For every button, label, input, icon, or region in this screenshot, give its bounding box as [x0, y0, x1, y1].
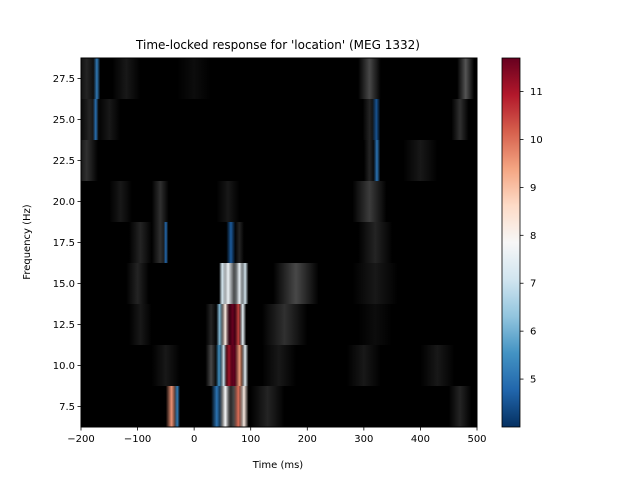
y-tick-label: 25.0	[53, 115, 75, 126]
x-tick-label: 200	[298, 434, 317, 445]
heatmap-row	[129, 222, 393, 263]
heatmap-cell	[358, 222, 393, 263]
colorbar-tick-label: 10	[530, 135, 543, 146]
heatmap-cell	[219, 263, 237, 304]
y-tick-label: 7.5	[59, 402, 75, 413]
heatmap-cell	[234, 345, 244, 386]
colorbar-tick-label: 5	[530, 375, 536, 386]
heatmap-cell	[220, 345, 227, 386]
y-tick-label: 27.5	[53, 74, 75, 85]
heatmap-cell	[215, 345, 223, 386]
y-tick-label: 22.5	[53, 156, 75, 167]
heatmap-cell	[234, 222, 244, 263]
y-tick-label: 15.0	[53, 279, 75, 290]
heatmap-cell	[233, 263, 246, 304]
heatmap-cell	[205, 304, 217, 345]
heatmap-cell	[109, 181, 132, 222]
heatmap-cell	[358, 58, 381, 99]
heatmap-cell	[239, 386, 249, 427]
y-tick-label: 20.0	[53, 197, 75, 208]
heatmap-cell	[226, 222, 236, 263]
heatmap-cell	[177, 58, 212, 99]
heatmap-row	[109, 181, 387, 222]
heatmap-cell	[352, 263, 398, 304]
x-axis-label: Time (ms)	[252, 460, 304, 471]
heatmap-cell	[239, 304, 247, 345]
heatmap-cell	[273, 263, 319, 304]
heatmap-cell	[220, 304, 230, 345]
chart-title: Time-locked response for 'location' (MEG…	[135, 38, 420, 52]
x-tick-label: −200	[67, 434, 94, 445]
x-tick-label: 500	[467, 434, 486, 445]
x-tick-label: 0	[191, 434, 197, 445]
heatmap-cell	[151, 345, 180, 386]
heatmap-cell	[205, 345, 217, 386]
heatmap-cell	[228, 345, 240, 386]
colorbar-tick-label: 9	[530, 183, 536, 194]
heatmap-cell	[174, 386, 180, 427]
heatmap-row	[151, 345, 455, 386]
colorbar-tick-label: 7	[530, 279, 536, 290]
heatmap-cell	[346, 345, 381, 386]
x-tick-label: 300	[354, 434, 373, 445]
colorbar-tick-label: 6	[530, 327, 536, 338]
colorbar-tick-label: 8	[530, 231, 536, 242]
heatmap-row	[81, 58, 475, 99]
heatmap-cell	[262, 304, 308, 345]
heatmap-cell	[129, 304, 152, 345]
heatmap-cell	[81, 140, 98, 181]
x-tick-label: 400	[411, 434, 430, 445]
heatmap-cell	[262, 345, 296, 386]
y-tick-label: 10.0	[53, 361, 75, 372]
heatmap-cell	[372, 99, 381, 140]
heatmap-cell	[373, 140, 381, 181]
heatmap-row	[126, 263, 398, 304]
heatmap-cell	[241, 345, 249, 386]
heatmap-row	[81, 140, 438, 181]
heatmap-cell	[448, 386, 472, 427]
heatmap-row	[165, 386, 472, 427]
heatmap-cell	[358, 304, 393, 345]
heatmap-cell	[241, 263, 249, 304]
heatmap-cell	[92, 99, 99, 140]
heatmap-cell	[112, 58, 141, 99]
x-tick-label: 100	[241, 434, 260, 445]
y-tick-label: 12.5	[53, 320, 75, 331]
heatmap-cell	[151, 181, 169, 222]
heatmap-cell	[250, 386, 285, 427]
y-axis-label: Frequency (Hz)	[22, 204, 33, 280]
x-tick-label: −100	[124, 434, 151, 445]
heatmap-row	[81, 99, 469, 140]
heatmap-cell	[216, 181, 240, 222]
heatmap-cell	[219, 386, 231, 427]
heatmap-cell	[457, 58, 475, 99]
heatmap-cell	[126, 263, 149, 304]
colorbar	[501, 57, 521, 428]
colorbar-tick-label: 11	[530, 87, 543, 98]
heatmap-cell	[234, 304, 242, 345]
heatmap-cell	[165, 386, 178, 427]
y-tick-label: 17.5	[53, 238, 75, 249]
heatmap-cell	[363, 140, 376, 181]
heatmap-cell	[403, 140, 438, 181]
heatmap-row	[129, 304, 393, 345]
heatmap-cell	[129, 222, 152, 263]
heatmap-cell	[352, 181, 387, 222]
heatmap-cell	[420, 345, 455, 386]
heatmap-cell	[233, 386, 243, 427]
heatmap-cell	[451, 99, 469, 140]
heatmap-cell	[97, 99, 121, 140]
heatmap-cell	[93, 58, 101, 99]
heatmap-cell	[211, 386, 223, 427]
heatmap-cell	[163, 222, 169, 263]
heatmap-cell	[216, 304, 223, 345]
